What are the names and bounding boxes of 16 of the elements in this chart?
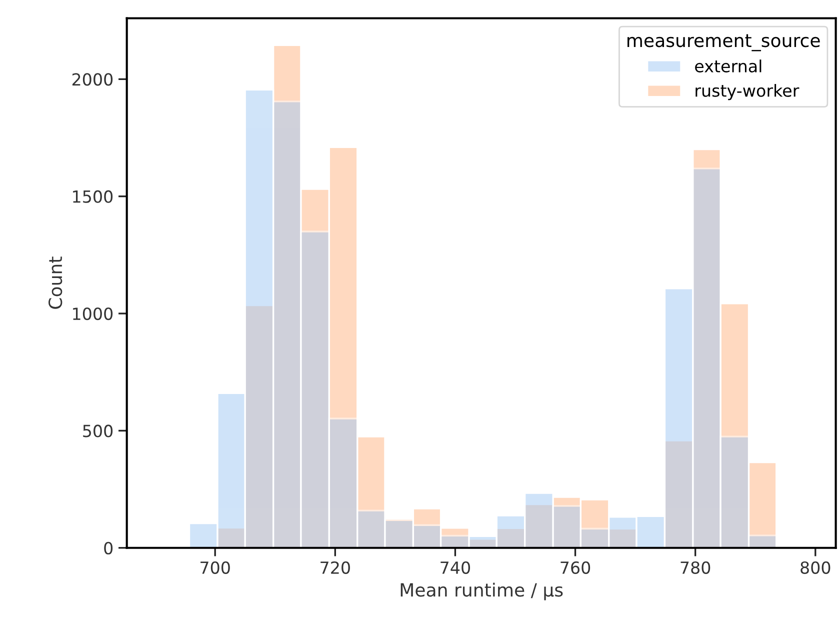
x-tick-label: 740: [440, 561, 470, 574]
y-axis-title: Count: [48, 256, 62, 309]
y-tick-label: 2000: [72, 73, 113, 86]
y-tick-label: 0: [104, 542, 113, 554]
x-tick-label: 700: [200, 561, 230, 574]
y-tick-label: 1500: [73, 190, 113, 203]
y-tick-label: 1000: [73, 307, 113, 320]
y-tick-label: 500: [83, 424, 113, 438]
x-tick-label: 780: [680, 561, 710, 574]
legend-label: rusty-worker: [696, 84, 800, 100]
x-tick-label: 720: [320, 561, 350, 574]
legend-label: external: [695, 60, 762, 72]
legend-title: measurement_source: [628, 34, 820, 52]
x-axis-title: Mean runtime / µs: [400, 582, 563, 600]
x-tick-label: 800: [800, 561, 830, 574]
x-tick-label: 760: [560, 561, 590, 574]
